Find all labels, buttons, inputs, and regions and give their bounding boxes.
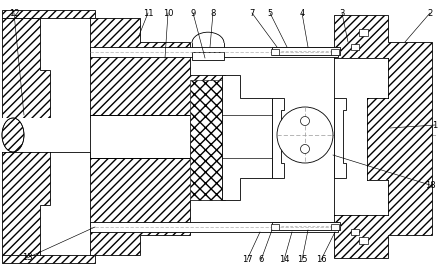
Polygon shape [334, 98, 346, 178]
Text: 7: 7 [249, 8, 255, 17]
Text: 14: 14 [279, 256, 289, 265]
Bar [351, 44, 359, 50]
Circle shape [277, 107, 333, 163]
Text: 6: 6 [258, 256, 264, 265]
Bar [2, 118, 95, 152]
Bar [90, 222, 338, 232]
Text: 10: 10 [163, 8, 173, 17]
Polygon shape [2, 18, 50, 258]
Bar [272, 222, 340, 230]
Text: 3: 3 [339, 8, 345, 17]
Bar [90, 47, 338, 57]
Text: 18: 18 [425, 180, 435, 189]
Text: 16: 16 [316, 256, 326, 265]
Text: 2: 2 [427, 8, 433, 17]
Text: 9: 9 [191, 8, 196, 17]
Bar [271, 49, 279, 55]
Text: 5: 5 [267, 8, 273, 17]
Bar [359, 237, 368, 244]
Text: 11: 11 [143, 8, 153, 17]
Bar [351, 229, 359, 235]
Polygon shape [90, 115, 190, 158]
Circle shape [301, 117, 309, 126]
Polygon shape [2, 255, 95, 263]
Bar [359, 29, 368, 36]
Polygon shape [334, 15, 432, 258]
Polygon shape [272, 98, 284, 178]
Bar [331, 49, 339, 55]
Text: 1: 1 [432, 120, 438, 129]
Polygon shape [190, 80, 222, 200]
Text: 4: 4 [299, 8, 305, 17]
Polygon shape [334, 58, 388, 215]
Text: 17: 17 [242, 256, 252, 265]
Bar [271, 224, 279, 230]
Text: 13: 13 [22, 254, 32, 263]
Polygon shape [90, 18, 225, 255]
Bar [331, 224, 339, 230]
Bar [192, 52, 224, 60]
Bar [272, 47, 340, 55]
Text: 15: 15 [297, 256, 307, 265]
Polygon shape [2, 10, 95, 18]
Text: 12: 12 [9, 8, 19, 17]
Ellipse shape [2, 118, 24, 152]
Polygon shape [222, 75, 272, 200]
Text: 8: 8 [210, 8, 216, 17]
Circle shape [301, 144, 309, 153]
